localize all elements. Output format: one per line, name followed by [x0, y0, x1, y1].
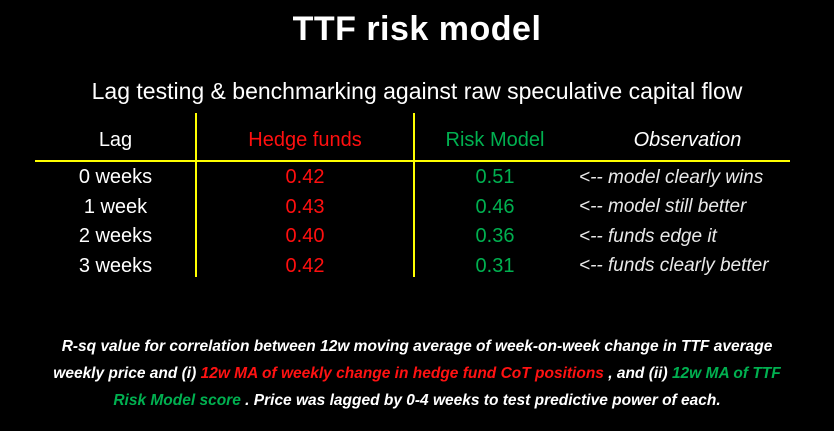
cell-hedge-funds: 0.43 [285, 195, 325, 218]
slide-subtitle: Lag testing & benchmarking against raw s… [91, 78, 743, 104]
header-underline [35, 160, 790, 162]
table-header-row: Lag Hedge funds Risk Model Observation [35, 122, 799, 158]
cell-hedge-funds: 0.42 [285, 166, 325, 189]
cell-risk-model: 0.46 [475, 195, 515, 218]
col-header-risk-model: Risk Model [445, 128, 545, 151]
cell-lag: 0 weeks [78, 166, 153, 189]
cell-observation: <-- model clearly wins [579, 166, 764, 188]
col-header-lag: Lag [98, 128, 133, 151]
cell-risk-model: 0.36 [475, 225, 515, 248]
cell-risk-model: 0.51 [475, 166, 515, 189]
table-row: 1 week 0.43 0.46 <-- model still better [35, 193, 799, 223]
cell-lag: 2 weeks [78, 225, 153, 248]
table-row: 0 weeks 0.42 0.51 <-- model clearly wins [35, 163, 799, 193]
cell-observation: <-- model still better [579, 196, 747, 218]
cell-observation: <-- funds clearly better [579, 255, 769, 277]
cell-risk-model: 0.31 [475, 254, 515, 277]
footnote-line2-intro: weekly price and (i) [53, 365, 201, 382]
footnote-line3-risk-phrase: Risk Model score [113, 392, 241, 409]
table-row: 3 weeks 0.42 0.31 <-- funds clearly bett… [35, 252, 799, 282]
cell-observation: <-- funds edge it [579, 225, 717, 247]
table-row: 2 weeks 0.40 0.36 <-- funds edge it [35, 222, 799, 252]
col-header-observation: Observation [633, 128, 742, 151]
footnote-line2-hedge-phrase: 12w MA of weekly change in hedge fund Co… [200, 365, 604, 382]
footnote-line-2: weekly price and (i) 12w MA of weekly ch… [0, 360, 834, 387]
cell-hedge-funds: 0.40 [285, 225, 325, 248]
table-body: 0 weeks 0.42 0.51 <-- model clearly wins… [35, 163, 799, 281]
cell-lag: 1 week [83, 195, 148, 218]
column-divider-1 [195, 113, 197, 277]
footnote-line-3: Risk Model score . Price was lagged by 0… [0, 387, 834, 414]
footnote-line-1: R-sq value for correlation between 12w m… [61, 338, 773, 355]
footnote-line2-risk-phrase: 12w MA of TTF [671, 365, 781, 382]
slide-title: TTF risk model [292, 10, 542, 48]
footnote: R-sq value for correlation between 12w m… [0, 333, 834, 414]
footnote-line2-connector: , and (ii) [603, 365, 672, 382]
col-header-hedge-funds: Hedge funds [248, 128, 362, 151]
cell-lag: 3 weeks [78, 254, 153, 277]
cell-hedge-funds: 0.42 [285, 254, 325, 277]
footnote-line3-rest: . Price was lagged by 0-4 weeks to test … [240, 392, 721, 409]
column-divider-2 [413, 113, 415, 277]
